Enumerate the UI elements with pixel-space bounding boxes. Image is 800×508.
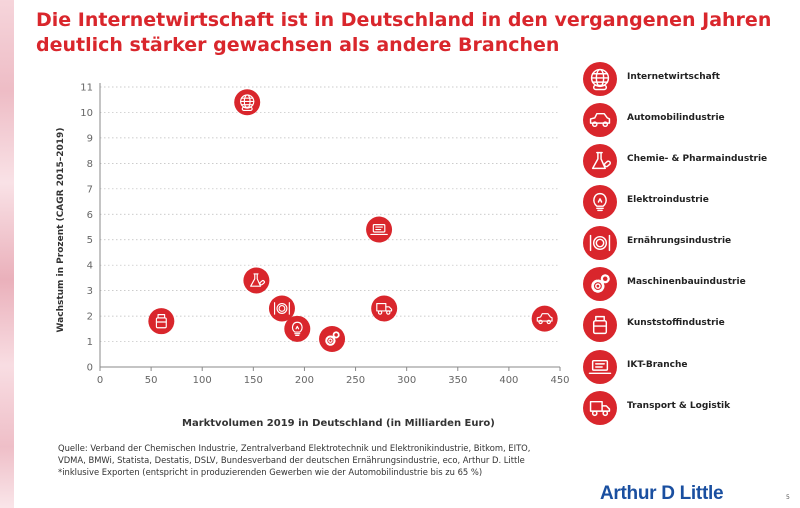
x-tick-label: 400 [499,375,518,386]
data-point [531,305,558,332]
source-line: *inklusive Exporten (entspricht in produ… [58,467,483,477]
source-line: VDMA, BMWi, Statista, Destatis, DSLV, Bu… [58,455,525,465]
x-tick-label: 100 [193,375,212,386]
data-point-marker [319,326,346,352]
lightbulb-icon [583,185,617,219]
data-point [148,308,175,335]
legend-item-internetwirtschaft: Internetwirtschaft [583,62,783,98]
x-tick-label: 200 [295,375,314,386]
x-tick-label: 450 [550,375,569,386]
legend-label: IKT-Branche [627,360,688,370]
data-point [234,89,261,116]
y-tick-label: 7 [87,184,93,195]
data-point [243,267,270,294]
y-tick-label: 1 [87,337,93,348]
y-tick-label: 6 [87,210,93,221]
legend-label: Automobilindustrie [627,113,725,123]
x-tick-label: 250 [346,375,365,386]
legend-item-transport-logistik: Transport & Logistik [583,391,783,427]
plate-icon [274,302,290,315]
source-line: Quelle: Verband der Chemischen Industrie… [58,443,531,453]
data-point [268,295,295,322]
legend-item-automobilindustrie: Automobilindustrie [583,103,783,139]
x-tick-label: 150 [244,375,263,386]
data-point [371,295,398,322]
laptop-icon [583,350,617,384]
gears-icon [583,267,617,301]
container-icon [583,308,617,342]
data-point-marker [148,308,175,335]
x-axis-title: Marktvolumen 2019 in Deutschland (in Mil… [182,418,495,429]
x-tick-label: 50 [145,375,158,386]
x-tick-label: 0 [97,375,103,386]
gears-icon [325,331,340,346]
y-axis-title: Wachstum in Prozent (CAGR 2015–2019) [52,80,70,380]
data-point-marker [243,267,270,294]
legend-item-kunststoffindustrie: Kunststoffindustrie [583,308,783,344]
y-tick-label: 5 [87,235,93,246]
lightbulb-icon [291,321,303,336]
page-title: Die Internetwirtschaft ist in Deutschlan… [36,9,772,56]
y-tick-label: 8 [87,159,93,170]
page-number: 5 [786,494,790,501]
data-point-marker [371,295,398,322]
decorative-left-strip [0,0,14,508]
data-point-marker [268,295,295,322]
source-note: Quelle: Verband der Chemischen Industrie… [58,442,578,478]
y-tick-label: 9 [87,133,93,144]
container-icon [155,314,167,329]
car-icon [583,103,617,137]
y-tick-label: 0 [87,363,93,374]
data-point-marker [234,89,261,116]
legend-label: Elektroindustrie [627,195,709,205]
legend-label: Kunststoffindustrie [627,318,725,328]
laptop-icon [370,224,388,236]
legend-label: Maschinenbauindustrie [627,277,746,287]
y-tick-label: 10 [80,108,93,119]
plate-icon [583,226,617,260]
y-tick-label: 4 [87,261,93,272]
y-axis-title-text: Wachstum in Prozent (CAGR 2015–2019) [56,127,66,333]
legend-label: Transport & Logistik [627,401,731,411]
globe-icon [240,94,255,112]
legend-label: Chemie- & Pharmaindustrie [627,154,768,164]
y-tick-label: 2 [87,312,93,323]
legend-item-elektroindustrie: Elektroindustrie [583,185,783,221]
legend-item-chemie-pharmaindustrie: Chemie- & Pharmaindustrie [583,144,783,180]
data-point-marker [284,315,311,342]
arthur-d-little-logo[interactable]: Arthur D Little [600,483,724,504]
data-point-marker [531,305,558,332]
legend-item-ikt-branche: IKT-Branche [583,350,783,386]
truck-icon [376,302,393,315]
data-point [366,216,393,243]
data-point [319,326,346,352]
x-tick-label: 350 [448,375,467,386]
data-point [284,315,311,342]
flask-icon [583,144,617,178]
legend-item-ernaehrungsindustrie: Ernährungsindustrie [583,226,783,262]
legend-item-maschinenbauindustrie: Maschinenbauindustrie [583,267,783,303]
y-tick-label: 3 [87,286,93,297]
car-icon [536,313,553,325]
y-tick-label: 11 [80,83,93,94]
legend-label: Internetwirtschaft [627,72,720,82]
truck-icon [583,391,617,425]
flask-icon [250,273,265,287]
globe-icon [583,62,617,96]
x-tick-label: 300 [397,375,416,386]
legend-label: Ernährungsindustrie [627,236,732,246]
